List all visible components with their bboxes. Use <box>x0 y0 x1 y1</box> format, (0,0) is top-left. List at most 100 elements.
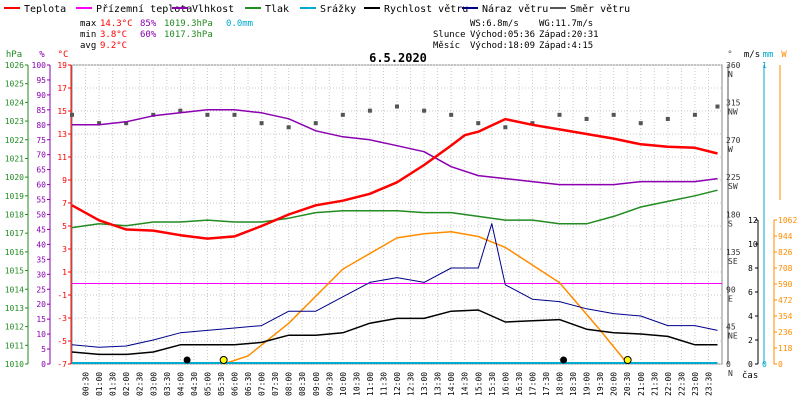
stats-moon-rise: Východ:18:09 <box>470 41 535 51</box>
x-tick-label: 14:00 <box>447 372 456 396</box>
solar-tick-label: 472 <box>778 296 793 305</box>
direction-tick-label: 360 <box>726 61 741 70</box>
legend-item-rychlost-vetru: Rychlost větru <box>364 3 468 15</box>
pressure-tick-label: 1017 <box>5 229 24 238</box>
direction-tick-label: 135 <box>726 248 741 257</box>
temperature-tick-label: 13 <box>57 130 67 139</box>
legend-item-smer-vetru: Směr větru <box>550 3 630 15</box>
direction-tick-label: 315 <box>726 98 741 107</box>
series-direction-point <box>70 112 74 117</box>
right-axes: 0N45NE90E135SE180S225SW270W315NW360N0246… <box>726 61 797 378</box>
pressure-tick-label: 1010 <box>5 360 24 369</box>
pressure-tick-label: 1011 <box>5 341 24 350</box>
series-direction-point <box>286 125 291 130</box>
temperature-unit-label: °C <box>58 50 69 60</box>
solar-tick-label: 354 <box>778 312 793 321</box>
series-temperature-line <box>71 117 718 240</box>
pressure-tick-label: 1025 <box>5 80 24 89</box>
direction-compass-label: S <box>728 220 733 229</box>
pressure-tick-label: 1016 <box>5 248 24 257</box>
pressure-unit-label: hPa <box>6 50 22 60</box>
x-tick-label: 17:30 <box>542 372 551 396</box>
legend-label-smer-vetru: Směr větru <box>570 3 630 15</box>
direction-tick-label: 90 <box>726 285 736 294</box>
x-tick-label: 14:30 <box>461 372 470 396</box>
x-tick-label: 10:00 <box>339 372 348 396</box>
stats-max-rain: 0.0mm <box>226 19 253 29</box>
rain-tick-label: 0 <box>762 360 767 369</box>
series-gust-line <box>71 223 718 348</box>
temperature-tick-label: 7 <box>62 199 67 208</box>
series-direction-point <box>124 121 129 126</box>
series-direction-point <box>715 104 720 109</box>
x-tick-label: 18:30 <box>569 372 578 396</box>
stats-avg-temp: 9.2°C <box>100 41 127 51</box>
humidity-tick-label: 40 <box>36 240 46 249</box>
x-tick-label: 02:30 <box>136 372 145 396</box>
series-direction-point <box>665 116 670 121</box>
x-tick-label: 21:30 <box>650 372 659 396</box>
x-tick-label: 03:30 <box>163 372 172 396</box>
rain-unit-label: mm <box>763 50 774 60</box>
pressure-tick-label: 1015 <box>5 267 24 276</box>
x-tick-label: 11:00 <box>366 372 375 396</box>
temperature-tick-label: -3 <box>57 314 67 323</box>
series-wind-line <box>71 309 718 356</box>
series-direction-point <box>584 116 589 121</box>
temperature-tick-label: -1 <box>57 291 67 300</box>
humidity-tick-label: 50 <box>36 211 46 220</box>
x-tick-label: 05:30 <box>217 372 226 396</box>
pressure-tick-label: 1012 <box>5 323 24 332</box>
stats-avg-label: avg <box>80 41 96 51</box>
series-direction-point <box>530 121 535 126</box>
humidity-tick-label: 15 <box>36 315 46 324</box>
series-direction-point <box>178 108 183 113</box>
temperature-tick-label: -5 <box>57 337 67 346</box>
x-tick-label: 01:30 <box>109 372 118 396</box>
series-direction-point <box>503 125 508 130</box>
temperature-tick-label: 19 <box>57 61 67 70</box>
x-tick-label: 15:30 <box>488 372 497 396</box>
humidity-tick-label: 75 <box>36 136 46 145</box>
moonrise-marker <box>560 356 568 364</box>
direction-compass-label: NE <box>728 332 738 341</box>
x-tick-label: 20:00 <box>610 372 619 396</box>
axis-unit-headers: hPa % °C ° m/s mm W <box>6 50 787 60</box>
stats-block: max 14.3°C 85% 1019.3hPa 0.0mm min 3.8°C… <box>80 19 599 51</box>
wind-tick-label: 2 <box>748 336 753 345</box>
series-humidity-line <box>72 109 718 186</box>
direction-unit-label: ° <box>727 50 732 60</box>
solar-tick-label: 236 <box>778 328 793 337</box>
legend-label-teplota: Teplota <box>24 4 66 15</box>
x-tick-label: 06:00 <box>231 372 240 396</box>
x-tick-label: 09:00 <box>312 372 321 396</box>
stats-max-label: max <box>80 19 97 29</box>
wind-tick-label: 6 <box>748 288 753 297</box>
legend-label-naraz-vetru: Náraz větru <box>482 3 548 15</box>
x-tick-label: 12:00 <box>393 372 402 396</box>
series-direction-point <box>97 121 102 126</box>
humidity-tick-label: 30 <box>36 270 46 279</box>
legend-item-naraz-vetru: Náraz větru <box>462 3 548 15</box>
humidity-tick-label: 90 <box>36 91 46 100</box>
direction-compass-label: SW <box>728 182 738 191</box>
series-direction-point <box>151 112 156 117</box>
series-direction-point <box>449 112 454 117</box>
humidity-tick-label: 80 <box>36 121 46 130</box>
humidity-tick-label: 60 <box>36 181 46 190</box>
series-solar-line <box>223 231 629 365</box>
x-tick-label: 23:30 <box>704 372 713 396</box>
humidity-tick-label: 45 <box>36 225 46 234</box>
humidity-tick-label: 100 <box>32 61 47 70</box>
x-tick-label: 13:30 <box>434 372 443 396</box>
stats-max-press: 1019.3hPa <box>164 19 213 29</box>
x-tick-label: 02:00 <box>122 372 131 396</box>
stats-wg: WG:11.7m/s <box>539 19 593 29</box>
x-tick-label: 13:00 <box>420 372 429 396</box>
humidity-tick-label: 10 <box>36 330 46 339</box>
pressure-tick-label: 1026 <box>5 61 24 70</box>
temperature-tick-label: 5 <box>62 222 67 231</box>
legend-label-vlhkost: Vlhkost <box>192 4 234 15</box>
x-tick-label: 10:30 <box>352 372 361 396</box>
